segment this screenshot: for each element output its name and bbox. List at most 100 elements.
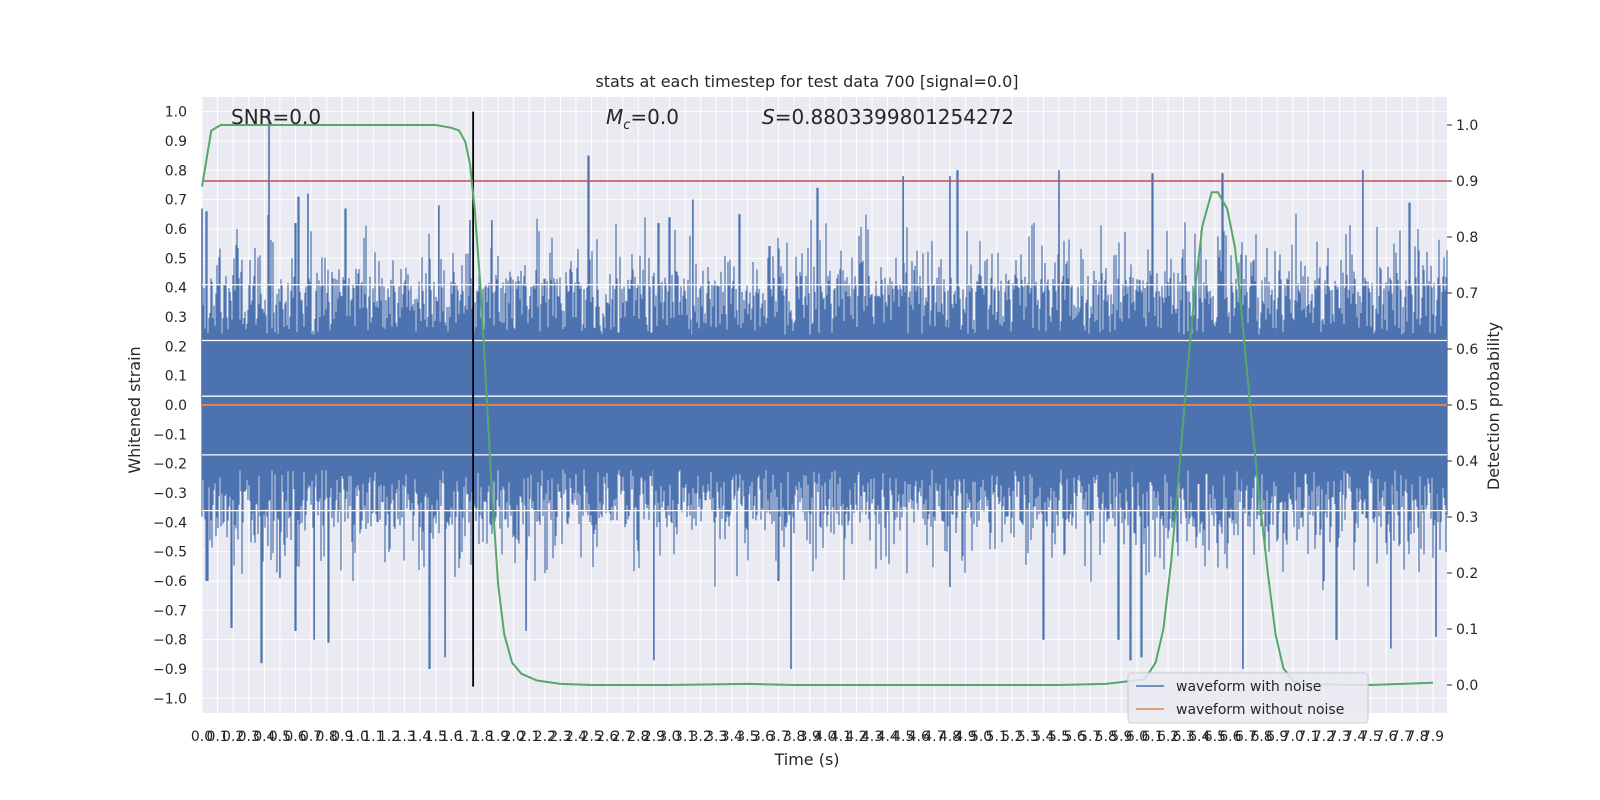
x-tick-label: 1.2 <box>378 729 400 745</box>
x-tick-label: 4.3 <box>861 729 883 745</box>
x-tick-label: 6.4 <box>1188 729 1210 745</box>
chirp-mass-value: =0.0 <box>630 105 679 129</box>
x-tick-label: 0.3 <box>238 729 260 745</box>
x-tick-label: 5.4 <box>1032 729 1054 745</box>
x-tick-label: 1.3 <box>393 729 415 745</box>
x-tick-label: 2.5 <box>580 729 602 745</box>
series-detection-probability <box>201 124 1434 687</box>
x-tick-label: 3.3 <box>705 729 727 745</box>
x-tick-label: 0.0 <box>191 729 213 745</box>
x-tick-label: 7.0 <box>1282 729 1304 745</box>
legend: waveform with noise waveform without noi… <box>1127 672 1369 724</box>
x-tick-label: 0.4 <box>253 729 275 745</box>
series-layer <box>201 111 1448 687</box>
x-tick-label: 3.2 <box>689 729 711 745</box>
x-tick-label: 6.2 <box>1157 729 1179 745</box>
legend-label-noise: waveform with noise <box>1176 679 1321 695</box>
x-tick-label: 1.8 <box>471 729 493 745</box>
x-tick-label: 2.0 <box>503 729 525 745</box>
x-tick-label: 2.7 <box>612 729 634 745</box>
x-tick-label: 6.6 <box>1219 729 1241 745</box>
chirp-mass-symbol: M <box>606 105 623 129</box>
x-tick-label: 2.3 <box>549 729 571 745</box>
y-tick-label: −0.5 <box>153 545 187 561</box>
x-tick-label: 6.8 <box>1250 729 1272 745</box>
y2-tick-label: 0.1 <box>1456 622 1478 638</box>
y-tick-label: 0.8 <box>165 163 187 179</box>
x-tick-label: 2.4 <box>565 729 587 745</box>
x-tick-label: 6.7 <box>1235 729 1257 745</box>
y-tick-label: −0.3 <box>153 486 187 502</box>
x-tick-label: 0.2 <box>222 729 244 745</box>
y2-tick-label: 0.3 <box>1456 510 1478 526</box>
x-tick-label: 2.2 <box>534 729 556 745</box>
y-axis-label: Whitened strain <box>125 346 144 473</box>
y2-tick-label: 0.2 <box>1456 566 1478 582</box>
x-tick-label: 0.9 <box>331 729 353 745</box>
y-tick-label: 0.2 <box>165 339 187 355</box>
y2-tick-label: 1.0 <box>1456 118 1478 134</box>
x-tick-label: 1.5 <box>425 729 447 745</box>
x-tick-label: 3.9 <box>799 729 821 745</box>
x-tick-label: 1.9 <box>487 729 509 745</box>
score-annotation: S=0.8803399801254272 <box>762 105 1014 129</box>
score-value: =0.8803399801254272 <box>775 105 1014 129</box>
y2-tick-label: 0.7 <box>1456 286 1478 302</box>
x-tick-label: 7.1 <box>1297 729 1319 745</box>
y2-tick-label: 0.8 <box>1456 230 1478 246</box>
x-tick-label: 0.6 <box>284 729 306 745</box>
y-tick-label: −0.2 <box>153 457 187 473</box>
x-tick-label: 2.9 <box>643 729 665 745</box>
x-tick-label: 7.4 <box>1344 729 1366 745</box>
x-tick-label: 4.6 <box>908 729 930 745</box>
y2-tick-label: 0.4 <box>1456 454 1478 470</box>
x-tick-label: 3.7 <box>767 729 789 745</box>
x-tick-label: 4.9 <box>954 729 976 745</box>
x-tick-label: 6.0 <box>1126 729 1148 745</box>
y-tick-label: 0.4 <box>165 281 187 297</box>
y-tick-label: 1.0 <box>165 105 187 121</box>
x-axis-label: Time (s) <box>773 750 839 769</box>
x-tick-label: 1.6 <box>440 729 462 745</box>
x-tick-label: 7.7 <box>1391 729 1413 745</box>
x-tick-label: 6.3 <box>1173 729 1195 745</box>
x-tick-label: 0.5 <box>269 729 291 745</box>
y-tick-label: −1.0 <box>153 691 187 707</box>
y2-tick-labels: 0.0 0.1 0.2 0.3 0.4 0.5 0.6 0.7 0.8 0.9 1.0 <box>1447 118 1478 694</box>
y-tick-label: −0.9 <box>153 662 187 678</box>
y-tick-label: −0.7 <box>153 603 187 619</box>
y-tick-label: 0.0 <box>165 398 187 414</box>
y-tick-label: 0.7 <box>165 193 187 209</box>
x-tick-label: 2.1 <box>518 729 540 745</box>
x-tick-labels: 0.00.10.20.30.40.50.60.70.80.91.01.11.21… <box>191 729 1444 745</box>
legend-box <box>1127 672 1369 724</box>
y2-tick-label: 0.5 <box>1456 398 1478 414</box>
x-tick-label: 3.8 <box>783 729 805 745</box>
y-tick-label: 0.9 <box>165 134 187 150</box>
chirp-mass-subscript: c <box>623 118 630 133</box>
x-tick-label: 5.6 <box>1063 729 1085 745</box>
x-tick-label: 3.6 <box>752 729 774 745</box>
chirp-mass-annotation: Mc=0.0 <box>606 105 679 133</box>
x-tick-label: 5.9 <box>1110 729 1132 745</box>
x-tick-label: 5.2 <box>1001 729 1023 745</box>
x-tick-label: 5.1 <box>986 729 1008 745</box>
x-tick-label: 4.4 <box>876 729 898 745</box>
y2-axis-label: Detection probability <box>1484 322 1503 490</box>
x-tick-label: 6.9 <box>1266 729 1288 745</box>
x-tick-label: 7.3 <box>1328 729 1350 745</box>
x-tick-label: 7.2 <box>1313 729 1335 745</box>
y-tick-label: 0.3 <box>165 310 187 326</box>
y2-tick-label: 0.0 <box>1456 678 1478 694</box>
x-tick-label: 5.3 <box>1017 729 1039 745</box>
x-tick-label: 5.7 <box>1079 729 1101 745</box>
x-tick-label: 2.6 <box>596 729 618 745</box>
x-tick-label: 4.8 <box>939 729 961 745</box>
x-tick-label: 6.5 <box>1204 729 1226 745</box>
y-tick-labels: −1.0 −0.9 −0.8 −0.7 −0.6 −0.5 −0.4 −0.3 −0.2 −0.1… <box>153 105 187 708</box>
x-tick-label: 7.6 <box>1375 729 1397 745</box>
x-tick-label: 1.0 <box>347 729 369 745</box>
y-tick-label: −0.8 <box>153 633 187 649</box>
x-tick-label: 5.0 <box>970 729 992 745</box>
